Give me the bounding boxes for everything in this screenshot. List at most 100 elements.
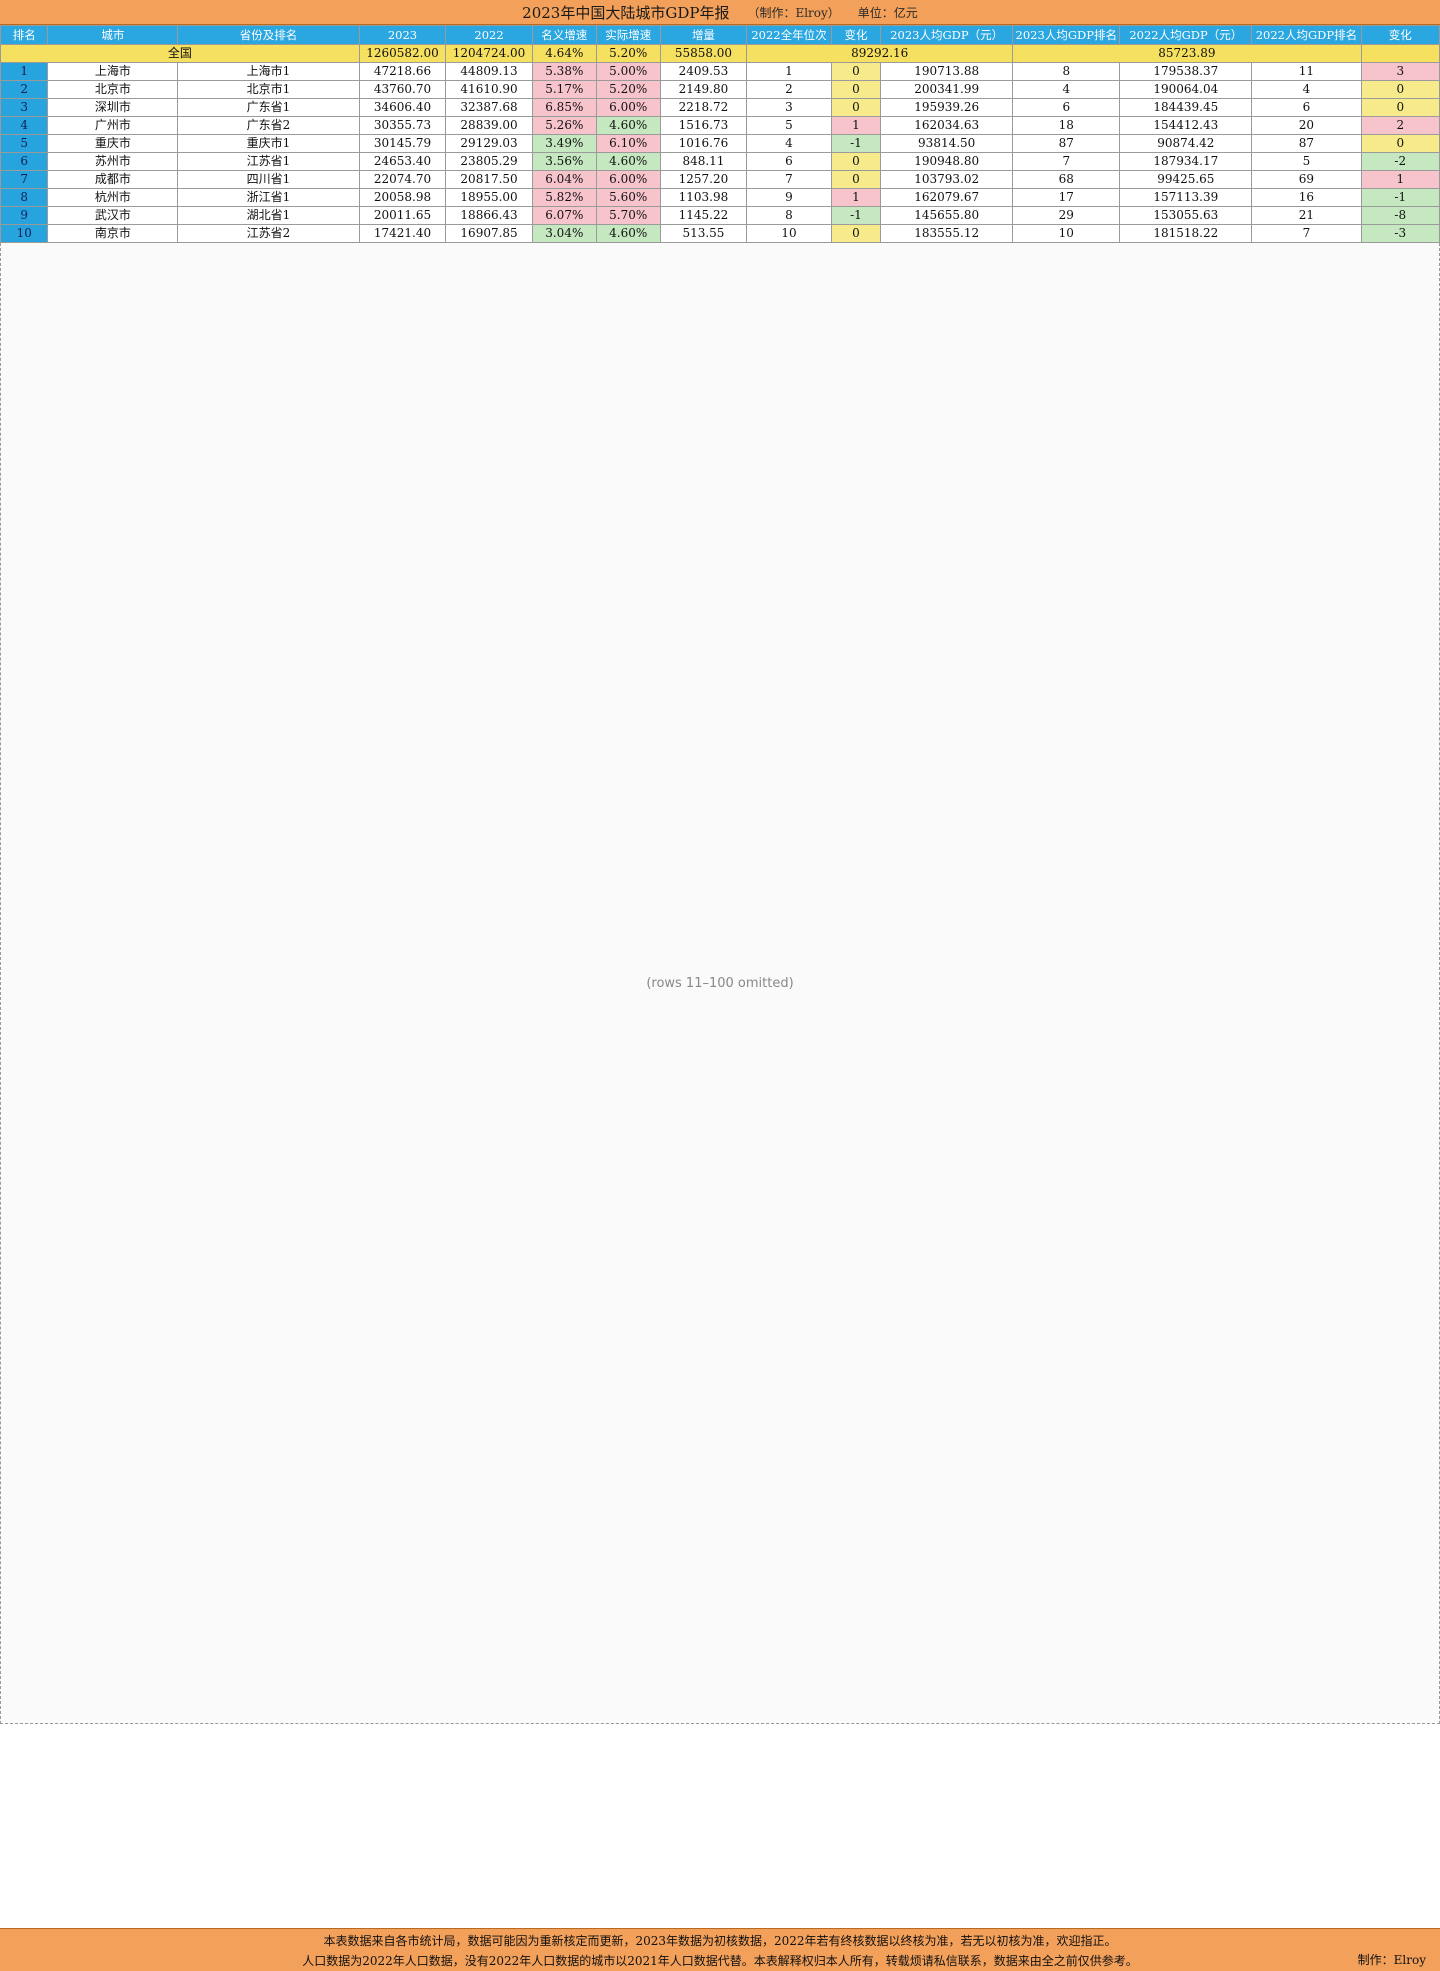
gdp-2023-cell: 24653.40 [358, 152, 447, 171]
real-growth-cell: 4.60% [595, 224, 661, 243]
rank-change-cell: 1 [830, 188, 882, 207]
per-capita-change-cell: -1 [1360, 188, 1440, 207]
col-header: 2022人均GDP（元） [1119, 25, 1253, 45]
col-header: 2023人均GDP排名 [1012, 25, 1121, 45]
table-row: 1 上海市 上海市1 47218.66 44809.13 5.38% 5.00% 2409.5… [0, 62, 1440, 81]
city-cell: 苏州市 [47, 152, 179, 171]
unit-label: 单位：亿元 [857, 5, 918, 20]
rank-2022-cell: 7 [746, 170, 832, 189]
province-cell: 江苏省1 [177, 152, 360, 171]
per-capita-2022-cell: 153055.63 [1119, 206, 1253, 225]
per-capita-rank-2022-cell: 21 [1251, 206, 1362, 225]
gdp-2022-cell: 41610.90 [445, 80, 533, 99]
col-header: 变化 [830, 25, 882, 45]
nation-row: 全国 1260582.00 1204724.00 4.64% 5.20% 558… [0, 44, 1440, 63]
col-header: 2022人均GDP排名 [1251, 25, 1362, 45]
per-capita-rank-2023-cell: 87 [1012, 134, 1121, 153]
per-capita-change-cell: -3 [1360, 224, 1440, 243]
province-cell: 重庆市1 [177, 134, 360, 153]
per-capita-rank-2023-cell: 6 [1012, 98, 1121, 117]
rank-cell: 4 [0, 116, 49, 135]
rank-2022-cell: 8 [746, 206, 832, 225]
nominal-growth-cell: 5.17% [531, 80, 597, 99]
col-header: 增量 [659, 25, 748, 45]
per-capita-change-cell: -8 [1360, 206, 1440, 225]
real-growth-cell: 4.60% [595, 116, 661, 135]
rank-2022-cell: 1 [746, 62, 832, 81]
gdp-2023-cell: 22074.70 [358, 170, 447, 189]
increase-cell: 1257.20 [659, 170, 748, 189]
per-capita-rank-2023-cell: 10 [1012, 224, 1121, 243]
per-capita-rank-2022-cell: 4 [1251, 80, 1362, 99]
table-row: 7 成都市 四川省1 22074.70 20817.50 6.04% 6.00% 1257.2… [0, 170, 1440, 189]
increase-cell: 1016.76 [659, 134, 748, 153]
increase-cell: 1103.98 [659, 188, 748, 207]
table-row: 3 深圳市 广东省1 34606.40 32387.68 6.85% 6.00% 2218.7… [0, 98, 1440, 117]
rank-2022-cell: 2 [746, 80, 832, 99]
gdp-2022-cell: 18955.00 [445, 188, 533, 207]
per-capita-2023-cell: 162079.67 [880, 188, 1014, 207]
nation-label: 全国 [0, 44, 360, 63]
footer-credit: 制作：Elroy [1357, 1953, 1426, 1967]
rank-change-cell: 0 [830, 98, 882, 117]
col-header: 城市 [47, 25, 179, 45]
title-bar: 2023年中国大陆城市GDP年报 （制作：Elroy） 单位：亿元 [0, 0, 1440, 25]
gdp-2022-cell: 44809.13 [445, 62, 533, 81]
gdp-2023-cell: 43760.70 [358, 80, 447, 99]
province-cell: 浙江省1 [177, 188, 360, 207]
city-cell: 成都市 [47, 170, 179, 189]
increase-cell: 1516.73 [659, 116, 748, 135]
per-capita-2023-cell: 190713.88 [880, 62, 1014, 81]
real-growth-cell: 4.60% [595, 152, 661, 171]
per-capita-rank-2022-cell: 87 [1251, 134, 1362, 153]
increase-cell: 2218.72 [659, 98, 748, 117]
gdp-2023-cell: 30355.73 [358, 116, 447, 135]
nominal-growth-cell: 6.85% [531, 98, 597, 117]
real-growth-cell: 6.10% [595, 134, 661, 153]
footer-note-1: 本表数据来自各市统计局，数据可能因为重新核定而更新，2023年数据为初核数据，2… [323, 1934, 1117, 1948]
per-capita-rank-2022-cell: 7 [1251, 224, 1362, 243]
rank-change-cell: -1 [830, 206, 882, 225]
per-capita-2022-cell: 181518.22 [1119, 224, 1253, 243]
per-capita-change-cell: 0 [1360, 98, 1440, 117]
rank-change-cell: -1 [830, 134, 882, 153]
increase-cell: 513.55 [659, 224, 748, 243]
rank-change-cell: 0 [830, 170, 882, 189]
nation-pc-2022: 85723.89 [1012, 44, 1362, 63]
nation-pc-2023: 89292.16 [746, 44, 1014, 63]
city-cell: 深圳市 [47, 98, 179, 117]
gdp-2022-cell: 18866.43 [445, 206, 533, 225]
table-row: 10 南京市 江苏省2 17421.40 16907.85 3.04% 4.60% 513.5… [0, 224, 1440, 243]
footer-note-2: 人口数据为2022年人口数据，没有2022年人口数据的城市以2021年人口数据代… [302, 1954, 1138, 1968]
col-header: 2023 [358, 25, 447, 45]
footer: 本表数据来自各市统计局，数据可能因为重新核定而更新，2023年数据为初核数据，2… [0, 1928, 1440, 1971]
col-header: 名义增速 [531, 25, 597, 45]
rank-change-cell: 0 [830, 224, 882, 243]
increase-cell: 2149.80 [659, 80, 748, 99]
per-capita-rank-2023-cell: 17 [1012, 188, 1121, 207]
nation-real-growth: 5.20% [595, 44, 661, 63]
city-cell: 广州市 [47, 116, 179, 135]
city-cell: 武汉市 [47, 206, 179, 225]
col-header: 排名 [0, 25, 49, 45]
rank-cell: 7 [0, 170, 49, 189]
gdp-2023-cell: 20011.65 [358, 206, 447, 225]
nominal-growth-cell: 3.56% [531, 152, 597, 171]
real-growth-cell: 6.00% [595, 170, 661, 189]
nominal-growth-cell: 3.04% [531, 224, 597, 243]
header-row: 排名 城市 省份及排名 2023 2022 名义增速 实际增速 增量 2022全… [0, 25, 1440, 45]
page-title: 2023年中国大陆城市GDP年报 [522, 3, 730, 22]
gdp-2023-cell: 30145.79 [358, 134, 447, 153]
gdp-2022-cell: 32387.68 [445, 98, 533, 117]
table-row: 9 武汉市 湖北省1 20011.65 18866.43 6.07% 5.70% 1145.2… [0, 206, 1440, 225]
city-cell: 上海市 [47, 62, 179, 81]
per-capita-rank-2022-cell: 69 [1251, 170, 1362, 189]
gdp-2023-cell: 20058.98 [358, 188, 447, 207]
per-capita-rank-2023-cell: 7 [1012, 152, 1121, 171]
col-header: 2023人均GDP（元） [880, 25, 1014, 45]
col-header: 实际增速 [595, 25, 661, 45]
gdp-2023-cell: 17421.40 [358, 224, 447, 243]
nation-gdp-2023: 1260582.00 [358, 44, 447, 63]
table-row: 2 北京市 北京市1 43760.70 41610.90 5.17% 5.20% 2149.8… [0, 80, 1440, 99]
per-capita-rank-2023-cell: 18 [1012, 116, 1121, 135]
